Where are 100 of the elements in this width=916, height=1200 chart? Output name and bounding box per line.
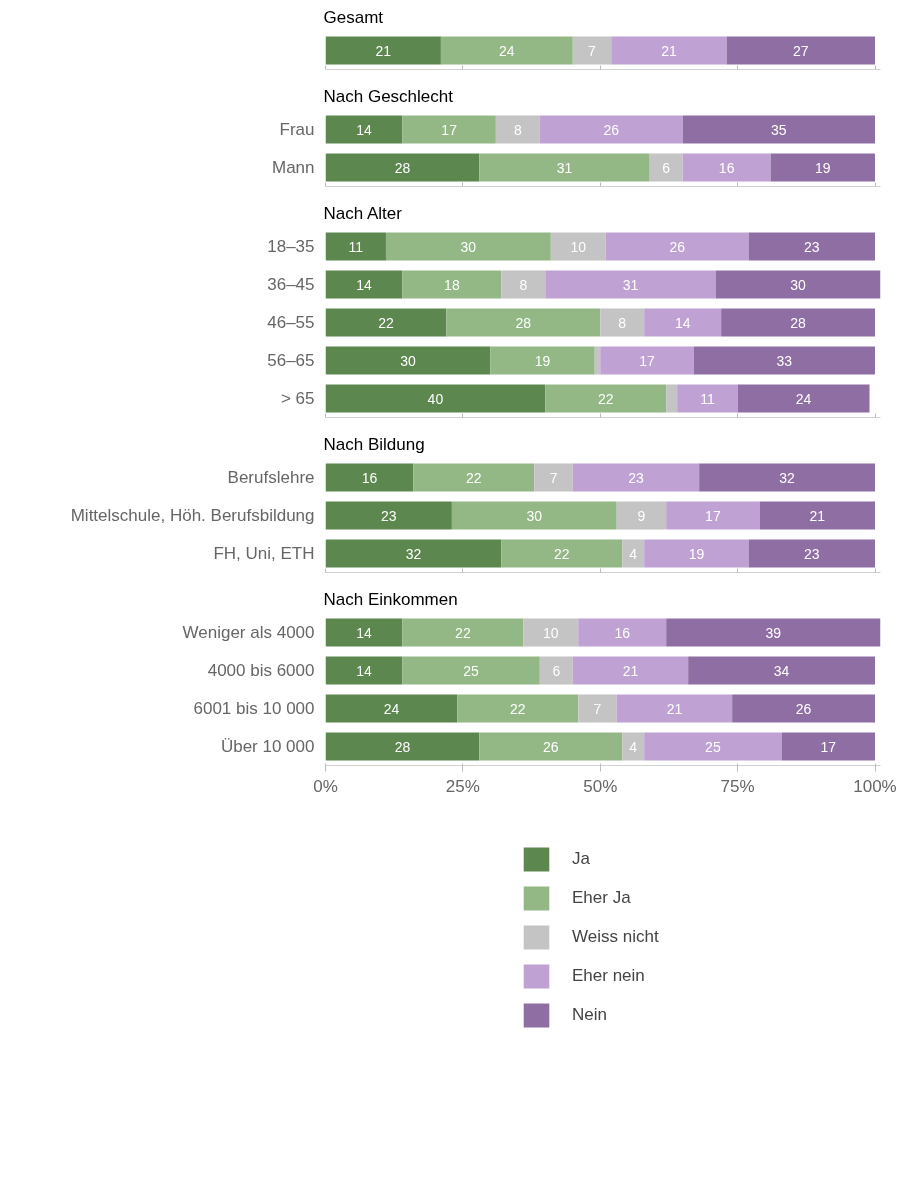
data-label: 33 — [776, 352, 793, 369]
bar — [325, 36, 441, 65]
data-label: 14 — [356, 121, 372, 138]
bar — [572, 656, 689, 685]
bar — [325, 346, 491, 375]
bar — [325, 153, 480, 182]
bar — [325, 618, 403, 647]
y-tick-label: FH, Uni, ETH — [213, 544, 315, 563]
bar — [682, 153, 771, 182]
chart-title: Gesamt — [323, 7, 384, 27]
bar — [699, 463, 875, 492]
data-label: 14 — [356, 662, 372, 679]
bar — [325, 463, 414, 492]
bar — [616, 694, 733, 723]
data-label: 31 — [622, 276, 639, 293]
data-label: 8 — [519, 276, 528, 293]
bar — [666, 501, 760, 530]
chart-title: Nach Alter — [323, 203, 403, 223]
legend-label: Nein — [572, 1005, 607, 1025]
data-label: 39 — [765, 624, 782, 641]
data-label: 4 — [629, 738, 638, 755]
bar — [622, 539, 645, 568]
data-label: 26 — [795, 700, 812, 717]
bar — [325, 308, 447, 337]
x-tick-label: 50% — [583, 776, 618, 796]
data-label: 16 — [361, 469, 378, 486]
bar — [770, 153, 875, 182]
data-label: 30 — [400, 352, 416, 369]
data-label: 10 — [570, 238, 587, 255]
y-tick-label: 18–35 — [267, 237, 315, 256]
x-tick-label: 25% — [445, 776, 480, 796]
data-label: 19 — [688, 545, 705, 562]
bar — [721, 308, 875, 337]
bar — [616, 501, 667, 530]
bar — [781, 732, 875, 761]
data-label: 22 — [466, 469, 482, 486]
data-label: 17 — [705, 507, 721, 524]
bar — [402, 115, 496, 144]
bar — [644, 539, 749, 568]
bar — [325, 732, 480, 761]
bar — [545, 270, 716, 299]
bar — [446, 308, 601, 337]
data-label: 7 — [588, 42, 597, 59]
bar — [325, 694, 458, 723]
data-label: 23 — [380, 507, 397, 524]
data-label: 26 — [543, 738, 559, 755]
data-label: 11 — [348, 238, 364, 255]
y-tick-label: Mittelschule, Höh. Berufsbildung — [70, 506, 315, 525]
bar — [402, 656, 540, 685]
legend-label: Ja — [572, 849, 591, 869]
bar — [325, 539, 502, 568]
bar — [594, 346, 601, 375]
bar — [759, 501, 875, 530]
data-label: 16 — [614, 624, 631, 641]
bar — [501, 539, 623, 568]
bar — [457, 694, 579, 723]
data-label: 23 — [804, 238, 820, 255]
data-label: 24 — [795, 390, 812, 407]
chart-title: Nach Einkommen — [323, 589, 458, 609]
data-label: 10 — [543, 624, 559, 641]
legend-label: Weiss nicht — [572, 927, 659, 947]
data-label: 28 — [394, 738, 411, 755]
data-label: 21 — [809, 507, 826, 524]
y-tick-label: 56–65 — [267, 351, 315, 370]
data-label: 6 — [662, 159, 671, 176]
data-label: 35 — [771, 121, 787, 138]
y-tick-label: Frau — [279, 120, 315, 139]
data-label: 26 — [669, 238, 686, 255]
data-label: 22 — [455, 624, 471, 641]
y-tick-label: Mann — [271, 158, 315, 177]
y-tick-label: 46–55 — [267, 313, 315, 332]
data-label: 9 — [637, 507, 646, 524]
bar — [682, 115, 875, 144]
data-label: 6 — [552, 662, 561, 679]
y-tick-label: 6001 bis 10 000 — [193, 699, 315, 718]
data-label: 17 — [639, 352, 655, 369]
bar — [715, 270, 881, 299]
data-label: 17 — [441, 121, 458, 138]
bar — [440, 36, 573, 65]
data-label: 34 — [773, 662, 790, 679]
data-label: 8 — [513, 121, 522, 138]
data-label: 18 — [444, 276, 460, 293]
bar — [737, 384, 870, 413]
data-label: 32 — [405, 545, 422, 562]
bar — [578, 618, 667, 647]
bar — [578, 694, 617, 723]
data-label: 17 — [820, 738, 837, 755]
data-label: 8 — [618, 314, 627, 331]
data-label: 14 — [674, 314, 691, 331]
data-label: 16 — [718, 159, 735, 176]
chart-title: Nach Geschlecht — [323, 86, 454, 106]
data-label: 14 — [356, 276, 372, 293]
y-tick-label: 36–45 — [267, 275, 315, 294]
data-label: 7 — [549, 469, 558, 486]
bar — [600, 308, 645, 337]
bar — [748, 232, 875, 261]
bar — [523, 618, 579, 647]
bar — [600, 346, 694, 375]
bar — [649, 153, 683, 182]
bar — [490, 346, 595, 375]
